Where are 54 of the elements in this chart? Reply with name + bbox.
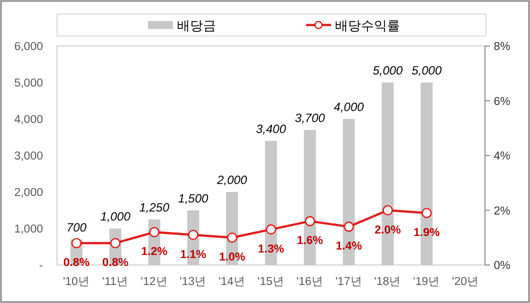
data-label: 1.3% — [258, 243, 284, 256]
y2-tick-label: 2% — [494, 205, 510, 218]
data-label: 5,000 — [372, 64, 404, 78]
x-tick-label: '19년 — [413, 276, 440, 288]
y-tick-label: 2,000 — [14, 187, 43, 199]
point — [266, 224, 276, 235]
y2-tick-label: 4% — [494, 150, 510, 162]
data-label: 1.9% — [414, 226, 440, 239]
data-label: 1.0% — [218, 252, 246, 264]
x-tick-label: '15년 — [258, 276, 284, 288]
y-tick-label: 1,000 — [14, 224, 43, 236]
data-label: 700 — [66, 220, 87, 234]
data-label: 2.0% — [374, 224, 401, 236]
point — [382, 205, 393, 216]
data-label: 0.8% — [102, 257, 128, 270]
data-label: 1.6% — [296, 235, 324, 248]
legend-label: 배당금 — [177, 18, 216, 33]
x-tick-label: '10년 — [62, 276, 90, 288]
point — [71, 238, 82, 248]
y-tick-label: 5,000 — [14, 78, 43, 90]
data-label: 5,000 — [412, 64, 442, 78]
data-label: 1.2% — [141, 246, 168, 258]
point — [304, 216, 316, 226]
x-tick-label: '12년 — [140, 276, 168, 288]
data-label: 1,500 — [178, 191, 209, 206]
data-label: 1,250 — [139, 200, 170, 214]
data-label: 3,400 — [256, 122, 286, 136]
point — [344, 222, 354, 232]
data-label: 4,000 — [334, 100, 364, 114]
y-tick-label: 3,000 — [14, 150, 43, 162]
x-tick-label: '11년 — [102, 276, 128, 288]
x-tick-label: '18년 — [374, 276, 402, 288]
x-tick-label: '17년 — [335, 276, 362, 288]
data-label: 1.1% — [180, 248, 206, 261]
y2-tick-label: 8% — [494, 41, 510, 53]
data-label: 2,000 — [216, 173, 248, 187]
y-tick-label: - — [39, 260, 44, 272]
y-tick-label: 6,000 — [14, 41, 43, 53]
x-tick-label: '13년 — [180, 276, 207, 288]
point — [188, 230, 198, 240]
data-label: 0.8% — [63, 257, 90, 270]
legend-label: 배당수익률 — [335, 18, 400, 33]
point — [149, 227, 160, 238]
point — [421, 208, 432, 218]
y2-tick-label: 0% — [494, 260, 510, 272]
x-tick-label: '16년 — [296, 276, 324, 288]
data-label: 1.4% — [336, 240, 362, 253]
x-tick-label: '14년 — [218, 276, 246, 288]
x-tick-label: '20년 — [452, 276, 480, 288]
data-label: 3,700 — [294, 110, 326, 125]
point — [226, 232, 238, 243]
data-label: 1,000 — [100, 210, 131, 224]
y-tick-label: 4,000 — [14, 114, 43, 126]
y2-tick-label: 6% — [494, 96, 510, 108]
